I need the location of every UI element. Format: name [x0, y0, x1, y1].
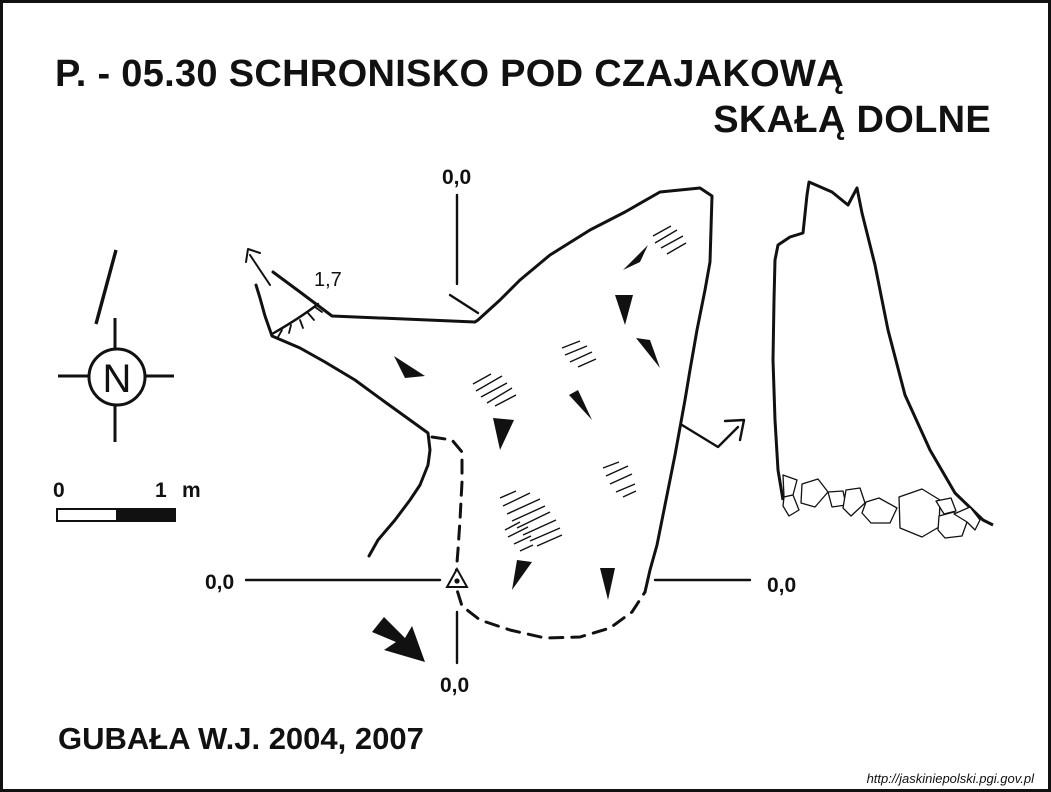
entrance-arrow-icon	[372, 617, 425, 662]
depth-line-top-tick	[450, 295, 478, 313]
scale-label-one: 1	[155, 479, 167, 502]
north-arrow-letter: N	[103, 357, 132, 401]
depth-label-left: 0,0	[205, 571, 234, 594]
ledge-hachures	[278, 307, 322, 337]
author-credit: GUBAŁA W.J. 2004, 2007	[58, 721, 424, 757]
scale-bar	[57, 509, 175, 521]
cave-wall-outline	[256, 188, 712, 592]
scale-label-unit: m	[182, 479, 201, 502]
depth-label-top: 0,0	[442, 166, 471, 189]
north-arrow	[58, 250, 174, 442]
passage-arrow-upper	[246, 249, 270, 285]
passage-arrow-right	[682, 420, 744, 447]
depth-label-bottom: 0,0	[440, 674, 469, 697]
cross-section-profile	[773, 182, 993, 525]
rubble-symbols	[394, 245, 660, 600]
sediment-hatch-symbols	[473, 226, 686, 551]
ledge-height-label: 1,7	[314, 269, 342, 291]
scale-label-zero: 0	[53, 479, 65, 502]
ledge-step	[272, 304, 318, 334]
cave-plan-map: N 0 1 m 0,0 0,0 0,0 0,0 1,7	[3, 3, 1048, 789]
source-url: http://jaskiniepolski.pgi.gov.pl	[867, 771, 1034, 786]
survey-station-icon	[447, 569, 467, 587]
depth-label-right: 0,0	[767, 574, 796, 597]
